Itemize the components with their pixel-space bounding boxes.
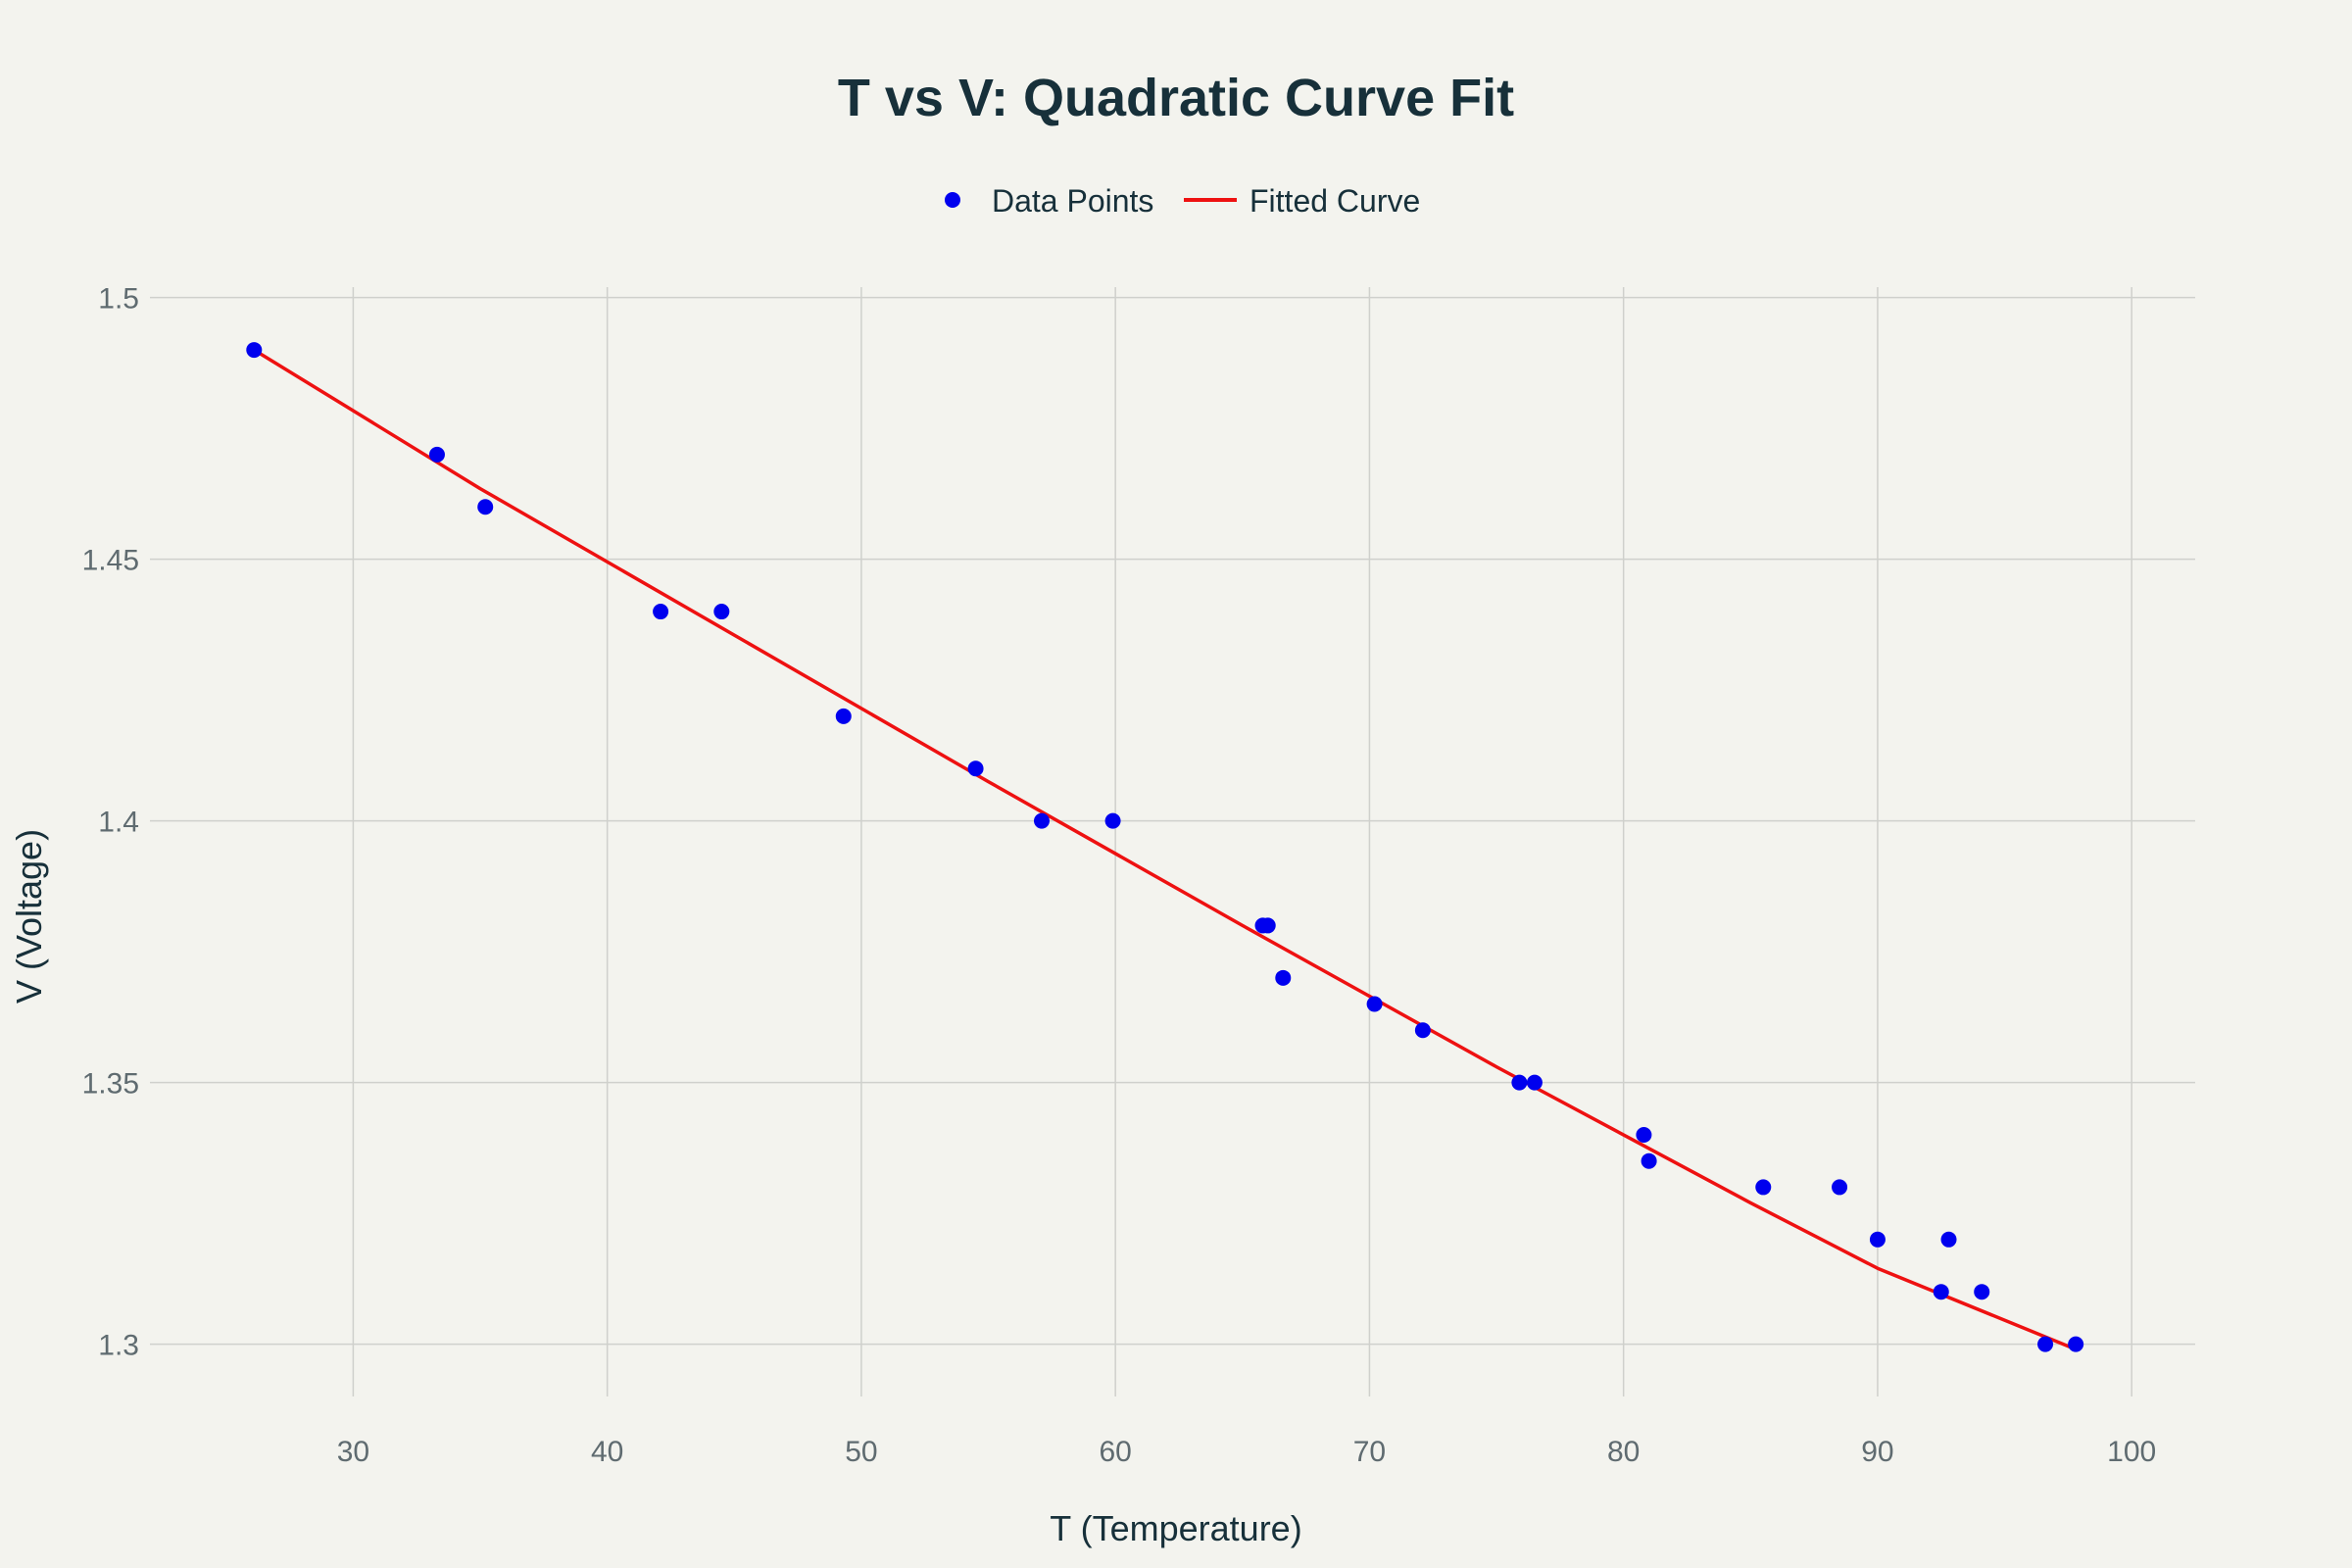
data-point — [246, 342, 263, 359]
y-tick-label: 1.45 — [82, 545, 139, 577]
data-point — [653, 604, 669, 620]
y-tick-label: 1.4 — [98, 807, 139, 839]
data-point — [2068, 1336, 2084, 1352]
data-point — [428, 446, 445, 463]
y-tick-label: 1.5 — [98, 283, 139, 316]
fitted-curve-line — [253, 348, 2077, 1351]
data-point — [1104, 812, 1121, 829]
data-point — [1511, 1074, 1528, 1091]
chart-title: T vs V: Quadratic Curve Fit — [838, 69, 1514, 127]
data-point — [1366, 996, 1383, 1012]
y-tick-label: 1.35 — [82, 1068, 139, 1101]
data-point — [1755, 1179, 1772, 1196]
data-point — [1933, 1284, 1949, 1300]
data-point — [2037, 1336, 2054, 1352]
data-point — [1414, 1022, 1431, 1039]
legend-label-fitted-curve: Fitted Curve — [1250, 183, 1420, 219]
data-point — [1259, 917, 1276, 934]
x-tick-label: 60 — [1099, 1436, 1131, 1468]
data-point — [477, 499, 494, 515]
data-point — [1275, 969, 1292, 986]
legend: Data Points Fitted Curve — [945, 183, 1420, 219]
y-gridlines — [150, 296, 2195, 1346]
legend-label-data-points: Data Points — [992, 183, 1153, 219]
x-axis-label: T (Temperature) — [1050, 1508, 1301, 1548]
x-tick-label: 80 — [1607, 1436, 1640, 1468]
data-point — [1641, 1152, 1657, 1169]
x-tick-label: 40 — [591, 1436, 623, 1468]
data-point — [835, 708, 852, 724]
data-point — [1974, 1284, 1990, 1300]
y-tick-labels: 1.3 1.35 1.4 1.45 1.5 — [82, 283, 139, 1362]
fitted-curve-series — [253, 348, 2077, 1351]
data-point — [1940, 1231, 1957, 1248]
x-tick-label: 70 — [1353, 1436, 1386, 1468]
data-point — [967, 760, 984, 777]
data-point — [713, 604, 730, 620]
x-tick-label: 30 — [337, 1436, 369, 1468]
data-point — [1832, 1179, 1848, 1196]
x-gridlines — [352, 287, 2132, 1396]
x-tick-labels: 30 40 50 60 70 80 90 100 — [337, 1436, 2157, 1468]
x-tick-label: 50 — [845, 1436, 877, 1468]
y-tick-label: 1.3 — [98, 1330, 139, 1362]
x-tick-label: 100 — [2107, 1436, 2156, 1468]
x-tick-label: 90 — [1861, 1436, 1893, 1468]
data-point — [1033, 812, 1050, 829]
y-axis-label: V (Voltage) — [9, 829, 49, 1004]
data-point — [1636, 1127, 1652, 1144]
data-point — [1869, 1231, 1886, 1248]
legend-marker-data-points — [945, 192, 960, 208]
data-points-series — [246, 342, 2084, 1352]
data-point — [1526, 1074, 1543, 1091]
